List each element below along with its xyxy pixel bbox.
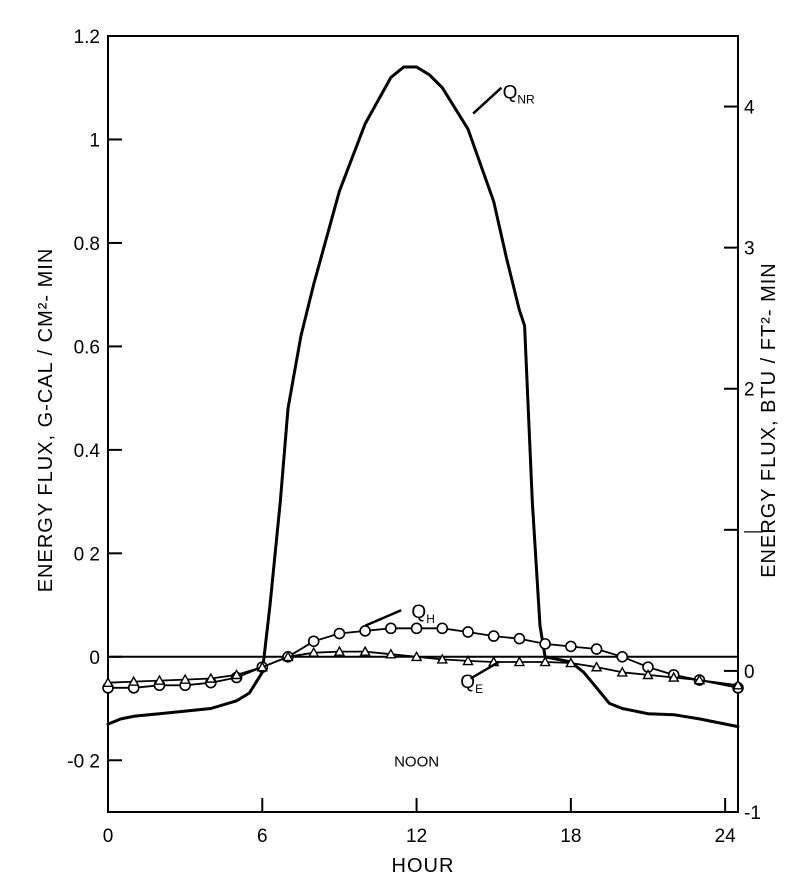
- data-point-qh: [539, 638, 551, 650]
- series-label-arrow-qe: [469, 660, 500, 680]
- data-point-qe: [410, 650, 423, 662]
- y-left-tick-label: 0: [89, 648, 100, 669]
- x-tick-label: 18: [560, 826, 581, 847]
- y-left-tick-label: 0.6: [74, 337, 100, 358]
- data-point-qe: [616, 666, 628, 677]
- data-point-qe: [539, 656, 551, 667]
- data-point-qh: [462, 626, 474, 638]
- data-point-qh: [436, 622, 449, 635]
- y-right-tick-label: 3: [744, 239, 755, 260]
- data-point-qe: [153, 674, 166, 685]
- data-point-qh: [385, 622, 397, 635]
- y-right-tick-label: 4: [744, 98, 755, 119]
- series-label-qnr: QNR: [503, 82, 535, 106]
- series-label-arrow-qh: [364, 609, 402, 627]
- data-point-qe: [642, 668, 654, 680]
- data-point-qe: [128, 675, 140, 686]
- data-point-qe: [359, 645, 371, 656]
- series-label-qh: QH: [411, 602, 434, 626]
- data-point-qe: [590, 661, 603, 672]
- data-point-qh: [616, 650, 629, 663]
- series-line-qnr: [106, 65, 740, 729]
- x-tick-label: 0: [103, 826, 114, 847]
- data-point-qe: [565, 657, 577, 668]
- data-point-qh: [359, 625, 371, 637]
- series-label-qe: QE: [460, 672, 483, 696]
- data-point-qe: [436, 653, 448, 664]
- y-left-tick-label: 0.4: [74, 441, 101, 462]
- y-axis-left-title: ENERGY FLUX, G-CAL / CM²- MIN: [35, 248, 57, 593]
- plot-frame: [107, 35, 739, 813]
- data-point-qh: [565, 640, 577, 653]
- data-point-qe: [102, 676, 114, 687]
- data-point-qe: [462, 654, 474, 666]
- data-point-qh: [333, 627, 346, 640]
- x-tick-label: 12: [406, 826, 427, 847]
- data-point-qh: [410, 622, 423, 635]
- data-point-qe: [230, 668, 243, 680]
- y-right-tick-label: 2: [744, 380, 755, 401]
- y-left-tick-label: 0 2: [74, 544, 100, 565]
- data-point-qe: [668, 671, 680, 682]
- data-point-qe: [282, 650, 294, 662]
- data-point-qh: [487, 630, 500, 642]
- labels-group: HOUR ENERGY FLUX, G-CAL / CM²- MIN ENERG…: [35, 248, 780, 877]
- data-point-qe: [179, 673, 191, 684]
- series-label-arrow-qnr: [472, 86, 503, 115]
- data-point-qh: [590, 643, 603, 655]
- noon-annotation: NOON: [394, 753, 439, 770]
- x-axis-title: HOUR: [392, 855, 455, 877]
- axes-group: [107, 35, 739, 813]
- x-tick-label: 6: [257, 826, 268, 847]
- series-layer: QNR QH QE: [102, 65, 744, 729]
- y-right-tick-label: —: [744, 521, 763, 542]
- y-axis-right-title: ENERGY FLUX, BTU / FT²- MIN: [758, 262, 780, 578]
- data-point-qe: [308, 646, 320, 657]
- data-point-qe: [693, 674, 706, 685]
- ticks-group: 0 6 12 18 24 -0 2 0 0 2 0.4 0.6 0.8 1 1.2 -1 0 — 2 3 4: [67, 27, 763, 847]
- y-left-tick-label: 1.2: [74, 27, 100, 48]
- data-point-qe: [256, 661, 268, 672]
- data-point-qe: [385, 648, 397, 659]
- y-right-tick-label: -1: [744, 803, 761, 824]
- data-point-qe: [333, 645, 346, 656]
- data-point-qh: [513, 632, 526, 645]
- data-point-qh: [307, 635, 320, 648]
- data-point-qe: [513, 656, 526, 667]
- y-left-tick-label: -0 2: [67, 751, 100, 772]
- x-tick-label: 24: [715, 826, 737, 847]
- y-left-tick-label: 1: [89, 130, 100, 151]
- y-right-tick-label: 0: [744, 662, 755, 683]
- y-left-tick-label: 0.8: [74, 234, 100, 255]
- data-point-qe: [205, 672, 217, 683]
- data-point-qe: [732, 679, 744, 690]
